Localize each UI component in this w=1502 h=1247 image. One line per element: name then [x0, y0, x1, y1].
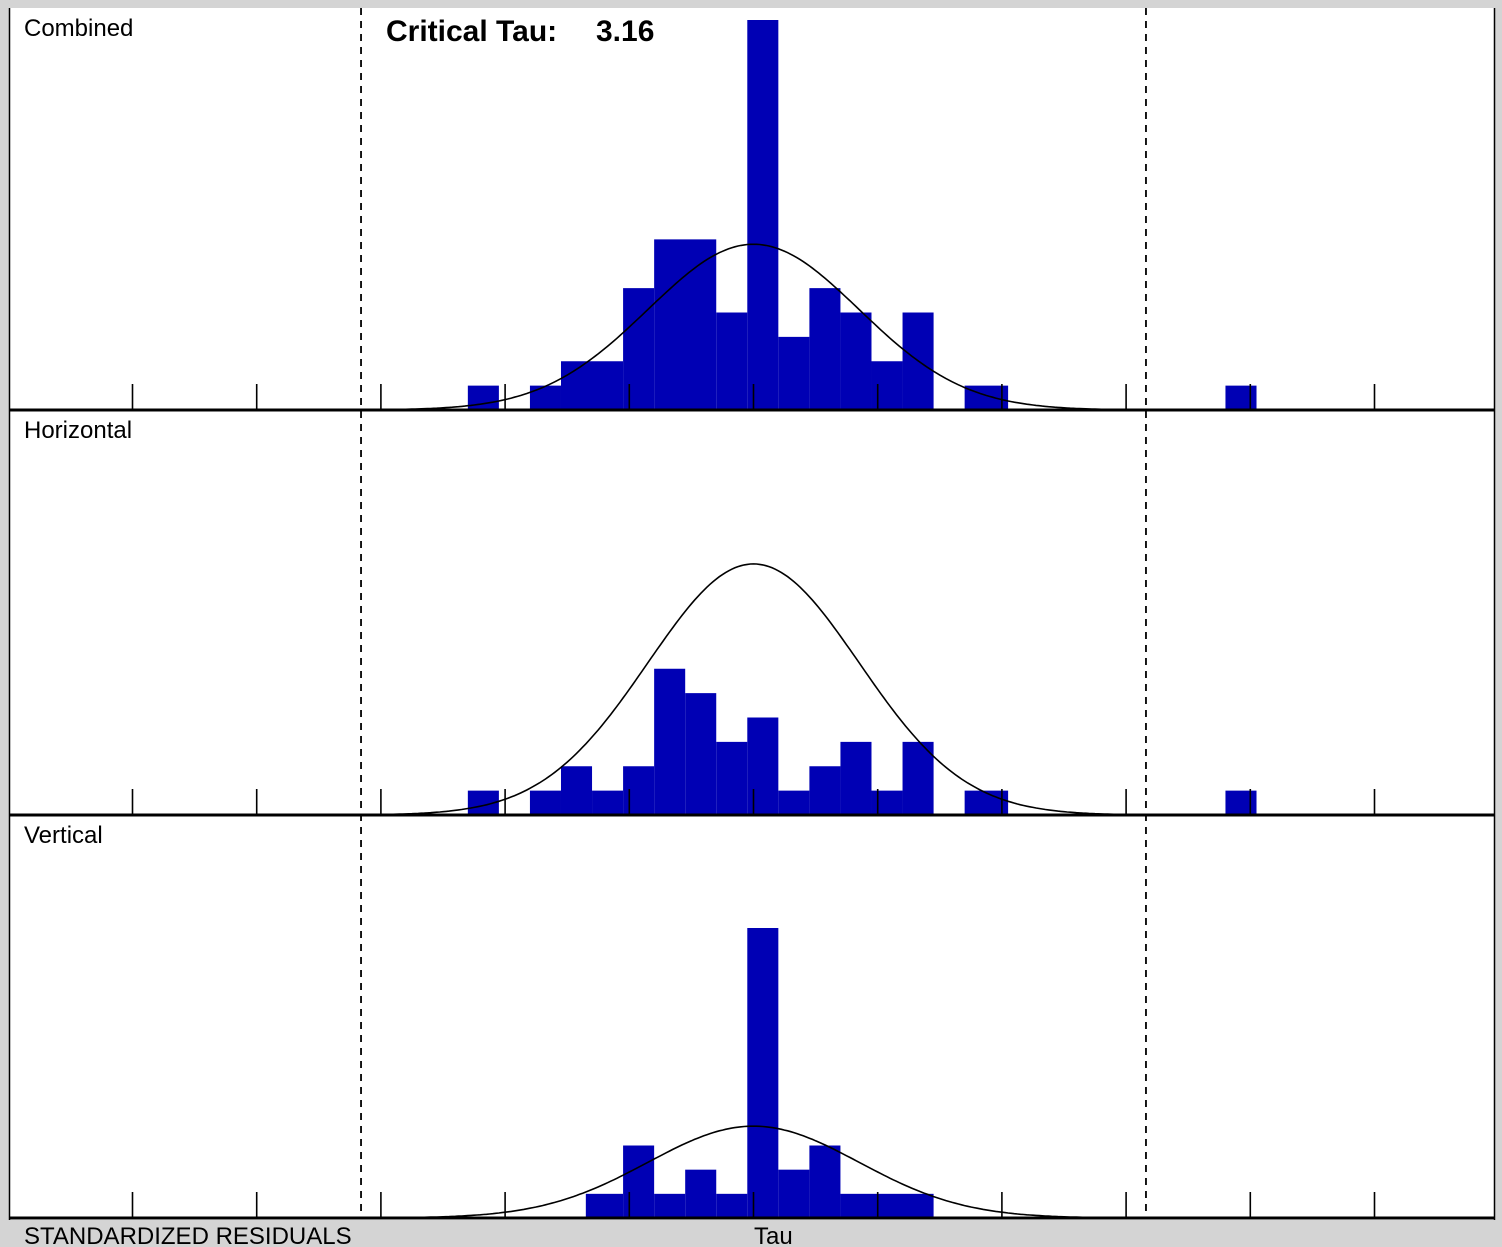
histogram-bar — [778, 1169, 810, 1218]
histogram-bar — [623, 766, 655, 815]
histogram-bar — [592, 790, 624, 815]
histogram-bar — [654, 239, 717, 410]
panels: Combined Horizontal Vertical — [10, 15, 1494, 1220]
histogram-bar — [964, 790, 1009, 815]
histogram-bar — [685, 693, 717, 815]
histogram-bar — [560, 361, 624, 410]
critical-tau-value: 3.16 — [596, 15, 654, 48]
histogram-bar — [747, 928, 779, 1218]
panel-label: Combined — [24, 15, 133, 42]
histogram-bar — [529, 790, 561, 815]
histogram-bar — [623, 288, 655, 410]
histogram-bar — [716, 312, 748, 410]
histogram-bar — [809, 288, 841, 410]
histogram-bar — [529, 385, 561, 410]
histogram-bar — [871, 361, 903, 410]
histogram-bar — [809, 1145, 841, 1218]
histogram-bar — [716, 741, 748, 815]
panel-label: Horizontal — [24, 417, 132, 444]
histogram-bar — [840, 741, 872, 815]
panel-label: Vertical — [24, 822, 103, 849]
histogram-bar — [623, 1145, 655, 1218]
histogram-bar — [902, 741, 934, 815]
histogram-bar — [871, 790, 903, 815]
histogram-bar — [840, 312, 872, 410]
axis-label: Tau — [754, 1223, 793, 1247]
histogram-bar — [716, 1193, 748, 1218]
critical-tau-lines — [360, 8, 1147, 1218]
panel-combined: Combined — [10, 15, 1494, 412]
histogram-bar — [654, 668, 686, 815]
footer-left-label: STANDARDIZED RESIDUALS — [24, 1223, 352, 1247]
panel-horizontal: Horizontal — [10, 417, 1494, 817]
panel-vertical: Vertical — [10, 822, 1494, 1220]
histogram-bar — [685, 1169, 717, 1218]
histogram-bar — [747, 717, 779, 815]
histogram-bar — [747, 20, 779, 410]
histogram-bar — [585, 1193, 624, 1218]
histogram-bar — [778, 336, 810, 410]
histogram-bar — [840, 1193, 934, 1218]
histogram-bar — [1225, 385, 1257, 410]
histogram-bar — [778, 790, 810, 815]
critical-tau-label: Critical Tau: — [386, 15, 557, 48]
histogram-bar — [560, 766, 593, 815]
histogram-bar — [809, 766, 841, 815]
histogram-bar — [467, 385, 499, 410]
histogram-bar — [1225, 790, 1257, 815]
histogram-bar — [654, 1193, 686, 1218]
